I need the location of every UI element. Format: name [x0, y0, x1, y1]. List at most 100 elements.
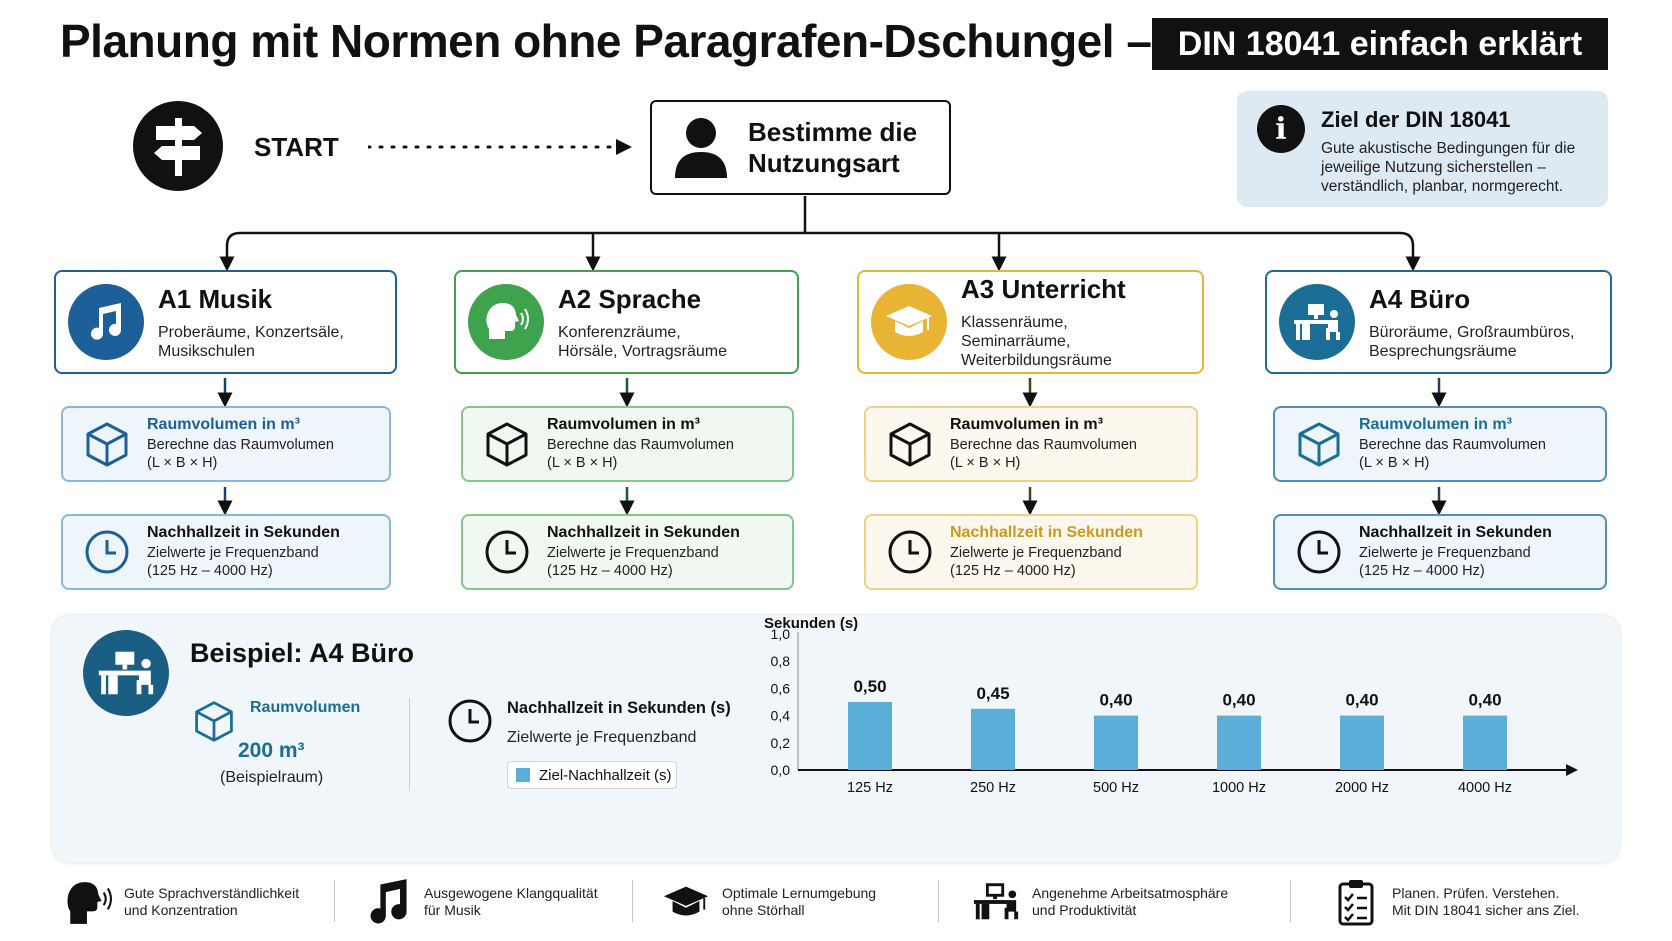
office-desk-icon — [1279, 284, 1355, 360]
footer-separator — [1290, 880, 1291, 922]
start-label: START — [254, 132, 339, 162]
music-note-icon — [370, 879, 407, 924]
goal-info-box: i Ziel der DIN 18041 Gute akustische Bed… — [1237, 91, 1608, 207]
chart-bar — [1094, 715, 1138, 770]
clock-icon — [485, 530, 529, 574]
chart-legend: Ziel-Nachhallzeit (s) — [507, 761, 677, 789]
step-desc: Zielwerte je Frequenzband (125 Hz – 4000… — [950, 545, 1122, 579]
chart-x-tick-label: 2000 Hz — [1335, 780, 1389, 796]
step-desc: Berechne das Raumvolumen (L × B × H) — [950, 437, 1137, 471]
footer-text: Planen. Prüfen. Verstehen. Mit DIN 18041… — [1392, 885, 1580, 918]
column-a4-header: A4 Büro Büroräume, Großraumbüros, Bespre… — [1265, 270, 1612, 374]
speaking-head-icon — [67, 882, 112, 924]
column-a4-subtitle: Büroräume, Großraumbüros, Besprechungsrä… — [1369, 323, 1575, 360]
graduation-cap-icon — [663, 886, 709, 916]
reverb-bar-chart: Sekunden (s) 0,0 0,2 0,4 0,6 0,8 1,0 0,50 125 Hz… — [764, 615, 1578, 796]
step-title: Raumvolumen in m³ — [950, 416, 1103, 433]
chart-data-label: 0,40 — [1468, 691, 1501, 710]
chart-bar — [971, 708, 1015, 770]
footer-separator — [938, 880, 939, 922]
column-a2-step-reverb: Nachhallzeit in Sekunden Zielwerte je Fr… — [461, 514, 794, 590]
clock-icon — [1297, 530, 1341, 574]
office-desk-icon — [83, 630, 169, 716]
footer-text: Optimale Lernumgebung ohne Störhall — [722, 885, 877, 918]
usage-type-box: Bestimme die Nutzungsart — [650, 100, 951, 195]
chart-y-tick-label: 1,0 — [771, 626, 791, 642]
chart-bar — [1340, 715, 1384, 770]
page-title: Planung mit Normen ohne Paragrafen-Dschu… — [60, 15, 1152, 67]
example-volume-value: 200 m³ — [238, 739, 305, 762]
column-a2-step-volume: Raumvolumen in m³ Berechne das Raumvolum… — [461, 406, 794, 482]
chart-y-axis-label: Sekunden (s) — [764, 615, 858, 632]
column-a4-step-volume: Raumvolumen in m³ Berechne das Raumvolum… — [1273, 406, 1607, 482]
music-note-icon — [68, 284, 144, 360]
speaking-head-icon — [468, 284, 544, 360]
signpost-icon — [133, 101, 223, 191]
chart-y-tick-label: 0,2 — [771, 735, 791, 751]
column-a2-title: A2 Sprache — [558, 283, 702, 314]
clock-icon — [888, 530, 932, 574]
chart-x-tick-label: 4000 Hz — [1458, 780, 1512, 796]
step-desc: Zielwerte je Frequenzband (125 Hz – 4000… — [1359, 545, 1531, 579]
column-a2-subtitle: Konferenzräume, Hörsäle, Vortragsräume — [558, 323, 727, 360]
graduation-cap-icon — [871, 284, 947, 360]
column-a1-step-reverb: Nachhallzeit in Sekunden Zielwerte je Fr… — [61, 514, 391, 590]
chart-x-axis-arrow — [1566, 764, 1578, 776]
step-desc: Berechne das Raumvolumen (L × B × H) — [147, 437, 334, 471]
chart-data-label: 0,40 — [1099, 691, 1132, 710]
column-a2-header: A2 Sprache Konferenzräume, Hörsäle, Vort… — [454, 270, 799, 374]
column-a3-header: A3 Unterricht Klassenräume, Seminarräume… — [857, 270, 1204, 374]
divider — [409, 698, 410, 791]
column-a3-step-reverb: Nachhallzeit in Sekunden Zielwerte je Fr… — [864, 514, 1198, 590]
step-title: Nachhallzeit in Sekunden — [547, 524, 740, 541]
step-title: Raumvolumen in m³ — [1359, 416, 1512, 433]
chart-bar — [848, 702, 892, 770]
cube-icon — [195, 701, 233, 742]
cube-icon — [486, 422, 528, 467]
step-title: Nachhallzeit in Sekunden — [950, 524, 1143, 541]
column-a1-subtitle: Proberäume, Konzertsäle, Musikschulen — [158, 323, 344, 360]
chart-data-label: 0,40 — [1345, 691, 1378, 710]
column-a4-title: A4 Büro — [1369, 283, 1471, 314]
chart-x-tick-label: 500 Hz — [1093, 780, 1139, 796]
step-title: Nachhallzeit in Sekunden — [147, 524, 340, 541]
footer-text: Angenehme Arbeitsatmosphäre und Produkti… — [1032, 885, 1229, 918]
chart-x-tick-label: 1000 Hz — [1212, 780, 1266, 796]
footer-text: Gute Sprachverständlichkeit und Konzentr… — [124, 885, 300, 918]
footer-item-checklist: Planen. Prüfen. Verstehen. Mit DIN 18041… — [1332, 878, 1580, 926]
start-arrow — [368, 139, 632, 155]
column-a1-title: A1 Musik — [158, 283, 273, 314]
step-title: Nachhallzeit in Sekunden — [1359, 524, 1552, 541]
column-a1-header: A1 Musik Proberäume, Konzertsäle, Musiks… — [54, 270, 397, 374]
footer-item-speech: Gute Sprachverständlichkeit und Konzentr… — [64, 878, 299, 926]
example-volume-note: (Beispielraum) — [220, 769, 324, 786]
goal-text: Gute akustische Bedingungen für die jewe… — [1321, 140, 1576, 195]
column-a3-subtitle: Klassenräume, Seminarräume, Weiterbildun… — [961, 314, 1112, 369]
footer-item-office: Angenehme Arbeitsatmosphäre und Produkti… — [972, 878, 1228, 926]
chart-bar — [1217, 715, 1261, 770]
chart-bar — [1463, 715, 1507, 770]
footer-text: Ausgewogene Klangqualität für Musik — [424, 885, 598, 918]
cube-icon — [1298, 422, 1340, 467]
example-reverb-title: Nachhallzeit in Sekunden (s) — [507, 699, 731, 717]
column-a3-step-volume: Raumvolumen in m³ Berechne das Raumvolum… — [864, 406, 1198, 482]
cube-icon — [86, 422, 128, 467]
column-a3-title: A3 Unterricht — [961, 274, 1126, 304]
footer-separator — [334, 880, 335, 922]
example-title: Beispiel: A4 Büro — [190, 638, 415, 668]
checklist-icon — [1338, 880, 1374, 926]
cube-icon — [889, 422, 931, 467]
footer-separator — [632, 880, 633, 922]
step-desc: Berechne das Raumvolumen (L × B × H) — [547, 437, 734, 471]
legend-swatch — [516, 768, 530, 782]
usage-type-label: Bestimme die Nutzungsart — [748, 116, 918, 178]
column-a1-step-volume: Raumvolumen in m³ Berechne das Raumvolum… — [61, 406, 391, 482]
chart-x-tick-label: 125 Hz — [847, 780, 893, 796]
step-desc: Zielwerte je Frequenzband (125 Hz – 4000… — [147, 545, 319, 579]
example-volume-label: Raumvolumen — [250, 699, 361, 716]
chart-y-tick-label: 0,0 — [771, 762, 791, 778]
info-icon: i — [1257, 105, 1305, 153]
footer-item-learning: Optimale Lernumgebung ohne Störhall — [662, 878, 876, 926]
chart-data-label: 0,45 — [976, 684, 1009, 703]
step-title: Raumvolumen in m³ — [547, 416, 700, 433]
